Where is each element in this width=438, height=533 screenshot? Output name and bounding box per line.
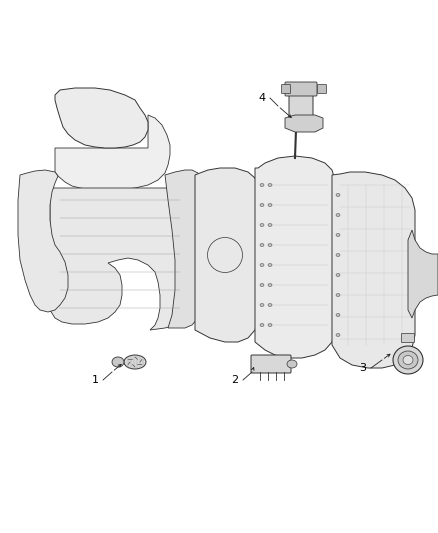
Polygon shape [332, 172, 415, 368]
Ellipse shape [336, 193, 340, 197]
Polygon shape [408, 230, 438, 318]
Text: 1: 1 [92, 375, 99, 385]
Text: 3: 3 [360, 363, 367, 373]
Ellipse shape [260, 324, 264, 327]
Ellipse shape [260, 284, 264, 287]
Ellipse shape [287, 360, 297, 368]
Polygon shape [165, 170, 202, 328]
Polygon shape [18, 170, 68, 312]
FancyBboxPatch shape [289, 91, 313, 121]
Ellipse shape [260, 183, 264, 187]
Polygon shape [195, 168, 258, 342]
Ellipse shape [260, 223, 264, 227]
Ellipse shape [393, 346, 423, 374]
Ellipse shape [398, 351, 418, 369]
Ellipse shape [268, 284, 272, 287]
Ellipse shape [268, 223, 272, 227]
Ellipse shape [268, 324, 272, 327]
Polygon shape [55, 115, 170, 190]
Ellipse shape [336, 254, 340, 256]
Text: 4: 4 [258, 93, 265, 103]
Ellipse shape [336, 233, 340, 237]
Ellipse shape [336, 334, 340, 336]
FancyBboxPatch shape [282, 85, 290, 93]
Polygon shape [285, 115, 323, 132]
Ellipse shape [260, 303, 264, 306]
Ellipse shape [293, 126, 299, 130]
Text: 2: 2 [231, 375, 239, 385]
Ellipse shape [336, 294, 340, 296]
FancyBboxPatch shape [285, 82, 317, 96]
FancyBboxPatch shape [318, 85, 326, 93]
Ellipse shape [268, 263, 272, 266]
Ellipse shape [336, 273, 340, 277]
Ellipse shape [260, 244, 264, 246]
Polygon shape [55, 88, 148, 148]
Ellipse shape [268, 244, 272, 246]
FancyBboxPatch shape [402, 334, 414, 343]
Ellipse shape [336, 214, 340, 216]
Ellipse shape [268, 204, 272, 206]
Polygon shape [255, 156, 335, 358]
FancyBboxPatch shape [251, 355, 291, 373]
Polygon shape [50, 188, 185, 330]
Ellipse shape [336, 313, 340, 317]
Ellipse shape [260, 204, 264, 206]
Ellipse shape [112, 357, 124, 367]
Ellipse shape [124, 355, 146, 369]
Ellipse shape [260, 263, 264, 266]
Ellipse shape [268, 183, 272, 187]
Ellipse shape [403, 356, 413, 365]
Ellipse shape [268, 303, 272, 306]
